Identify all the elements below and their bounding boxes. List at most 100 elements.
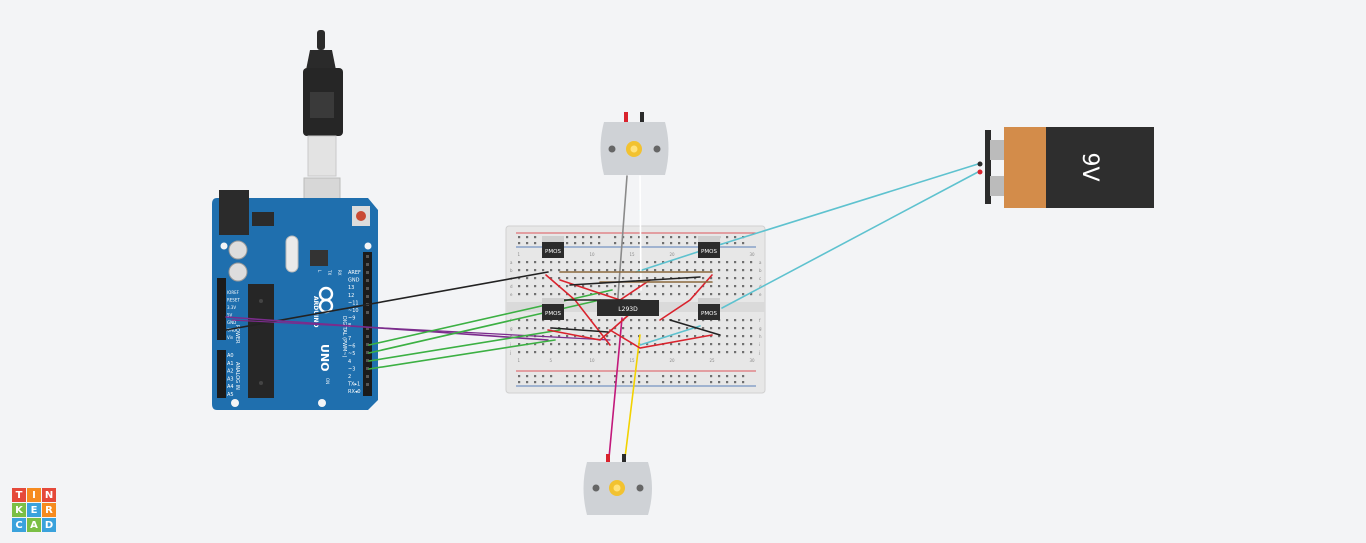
breadboard-hole[interactable] bbox=[710, 285, 713, 288]
breadboard-hole[interactable] bbox=[718, 351, 721, 354]
breadboard-hole[interactable] bbox=[646, 343, 649, 346]
breadboard-hole[interactable] bbox=[662, 381, 665, 384]
breadboard-hole[interactable] bbox=[694, 242, 697, 245]
wire-red-4[interactable] bbox=[609, 329, 713, 349]
breadboard-hole[interactable] bbox=[654, 277, 657, 280]
breadboard-hole[interactable] bbox=[646, 335, 649, 338]
breadboard-hole[interactable] bbox=[742, 375, 745, 378]
breadboard-hole[interactable] bbox=[614, 242, 617, 245]
breadboard-hole[interactable] bbox=[534, 236, 537, 239]
breadboard-hole[interactable] bbox=[518, 343, 521, 346]
breadboard-hole[interactable] bbox=[718, 327, 721, 330]
breadboard-hole[interactable] bbox=[718, 269, 721, 272]
breadboard-hole[interactable] bbox=[662, 261, 665, 264]
breadboard-hole[interactable] bbox=[622, 381, 625, 384]
breadboard-hole[interactable] bbox=[702, 327, 705, 330]
breadboard-hole[interactable] bbox=[518, 293, 521, 296]
wire-cyan-battery-neg[interactable] bbox=[721, 171, 979, 309]
breadboard-hole[interactable] bbox=[590, 236, 593, 239]
breadboard-hole[interactable] bbox=[662, 277, 665, 280]
breadboard-hole[interactable] bbox=[742, 335, 745, 338]
breadboard-hole[interactable] bbox=[710, 375, 713, 378]
breadboard-hole[interactable] bbox=[670, 327, 673, 330]
breadboard-hole[interactable] bbox=[582, 327, 585, 330]
breadboard-hole[interactable] bbox=[638, 236, 641, 239]
breadboard-hole[interactable] bbox=[670, 269, 673, 272]
breadboard-hole[interactable] bbox=[734, 285, 737, 288]
breadboard-hole[interactable] bbox=[590, 351, 593, 354]
breadboard-hole[interactable] bbox=[734, 375, 737, 378]
breadboard-hole[interactable] bbox=[662, 242, 665, 245]
breadboard-hole[interactable] bbox=[550, 375, 553, 378]
breadboard-hole[interactable] bbox=[694, 319, 697, 322]
breadboard-hole[interactable] bbox=[590, 375, 593, 378]
breadboard-hole[interactable] bbox=[630, 285, 633, 288]
breadboard-hole[interactable] bbox=[670, 335, 673, 338]
breadboard-hole[interactable] bbox=[646, 242, 649, 245]
breadboard-hole[interactable] bbox=[590, 381, 593, 384]
breadboard-hole[interactable] bbox=[662, 319, 665, 322]
breadboard-hole[interactable] bbox=[582, 242, 585, 245]
wire-purple-5v-b[interactable] bbox=[231, 319, 611, 341]
breadboard-hole[interactable] bbox=[566, 381, 569, 384]
breadboard-hole[interactable] bbox=[686, 343, 689, 346]
breadboard-hole[interactable] bbox=[614, 277, 617, 280]
breadboard-hole[interactable] bbox=[606, 293, 609, 296]
breadboard-hole[interactable] bbox=[630, 277, 633, 280]
breadboard-hole[interactable] bbox=[566, 242, 569, 245]
breadboard-hole[interactable] bbox=[670, 343, 673, 346]
breadboard-hole[interactable] bbox=[646, 381, 649, 384]
breadboard-hole[interactable] bbox=[566, 319, 569, 322]
breadboard-hole[interactable] bbox=[646, 277, 649, 280]
breadboard-hole[interactable] bbox=[598, 319, 601, 322]
breadboard-hole[interactable] bbox=[646, 285, 649, 288]
breadboard-hole[interactable] bbox=[702, 343, 705, 346]
breadboard-hole[interactable] bbox=[750, 351, 753, 354]
wire-red-3[interactable] bbox=[547, 304, 641, 341]
breadboard-hole[interactable] bbox=[662, 327, 665, 330]
breadboard-hole[interactable] bbox=[598, 351, 601, 354]
breadboard-hole[interactable] bbox=[558, 343, 561, 346]
breadboard-hole[interactable] bbox=[718, 381, 721, 384]
dc-motor-bottom[interactable] bbox=[583, 454, 653, 515]
breadboard-hole[interactable] bbox=[606, 343, 609, 346]
breadboard-hole[interactable] bbox=[526, 277, 529, 280]
breadboard-hole[interactable] bbox=[622, 269, 625, 272]
wire-green-pin-4[interactable] bbox=[368, 339, 556, 370]
breadboard-hole[interactable] bbox=[662, 335, 665, 338]
breadboard-hole[interactable] bbox=[622, 327, 625, 330]
breadboard-hole[interactable] bbox=[686, 293, 689, 296]
breadboard-hole[interactable] bbox=[710, 319, 713, 322]
breadboard-hole[interactable] bbox=[550, 351, 553, 354]
breadboard-hole[interactable] bbox=[558, 261, 561, 264]
breadboard-hole[interactable] bbox=[662, 236, 665, 239]
battery-9v[interactable]: 9V bbox=[977, 127, 1155, 208]
breadboard-hole[interactable] bbox=[574, 277, 577, 280]
breadboard-hole[interactable] bbox=[710, 343, 713, 346]
breadboard-hole[interactable] bbox=[638, 351, 641, 354]
breadboard-hole[interactable] bbox=[534, 242, 537, 245]
breadboard-hole[interactable] bbox=[710, 293, 713, 296]
breadboard-hole[interactable] bbox=[558, 319, 561, 322]
breadboard-hole[interactable] bbox=[614, 293, 617, 296]
breadboard-hole[interactable] bbox=[726, 343, 729, 346]
breadboard-hole[interactable] bbox=[582, 277, 585, 280]
breadboard-hole[interactable] bbox=[734, 343, 737, 346]
breadboard-hole[interactable] bbox=[638, 277, 641, 280]
breadboard-hole[interactable] bbox=[710, 327, 713, 330]
breadboard-hole[interactable] bbox=[678, 327, 681, 330]
breadboard-hole[interactable] bbox=[582, 269, 585, 272]
breadboard-hole[interactable] bbox=[686, 319, 689, 322]
motor-bottom-terminal-neg[interactable] bbox=[622, 454, 626, 464]
breadboard-hole[interactable] bbox=[678, 285, 681, 288]
breadboard-hole[interactable] bbox=[718, 375, 721, 378]
breadboard-hole[interactable] bbox=[662, 269, 665, 272]
wire-green-pin-5[interactable] bbox=[368, 329, 561, 362]
breadboard-hole[interactable] bbox=[590, 277, 593, 280]
breadboard-hole[interactable] bbox=[550, 343, 553, 346]
breadboard-hole[interactable] bbox=[718, 293, 721, 296]
breadboard-hole[interactable] bbox=[750, 277, 753, 280]
breadboard-hole[interactable] bbox=[734, 293, 737, 296]
breadboard-hole[interactable] bbox=[542, 381, 545, 384]
breadboard-hole[interactable] bbox=[614, 285, 617, 288]
